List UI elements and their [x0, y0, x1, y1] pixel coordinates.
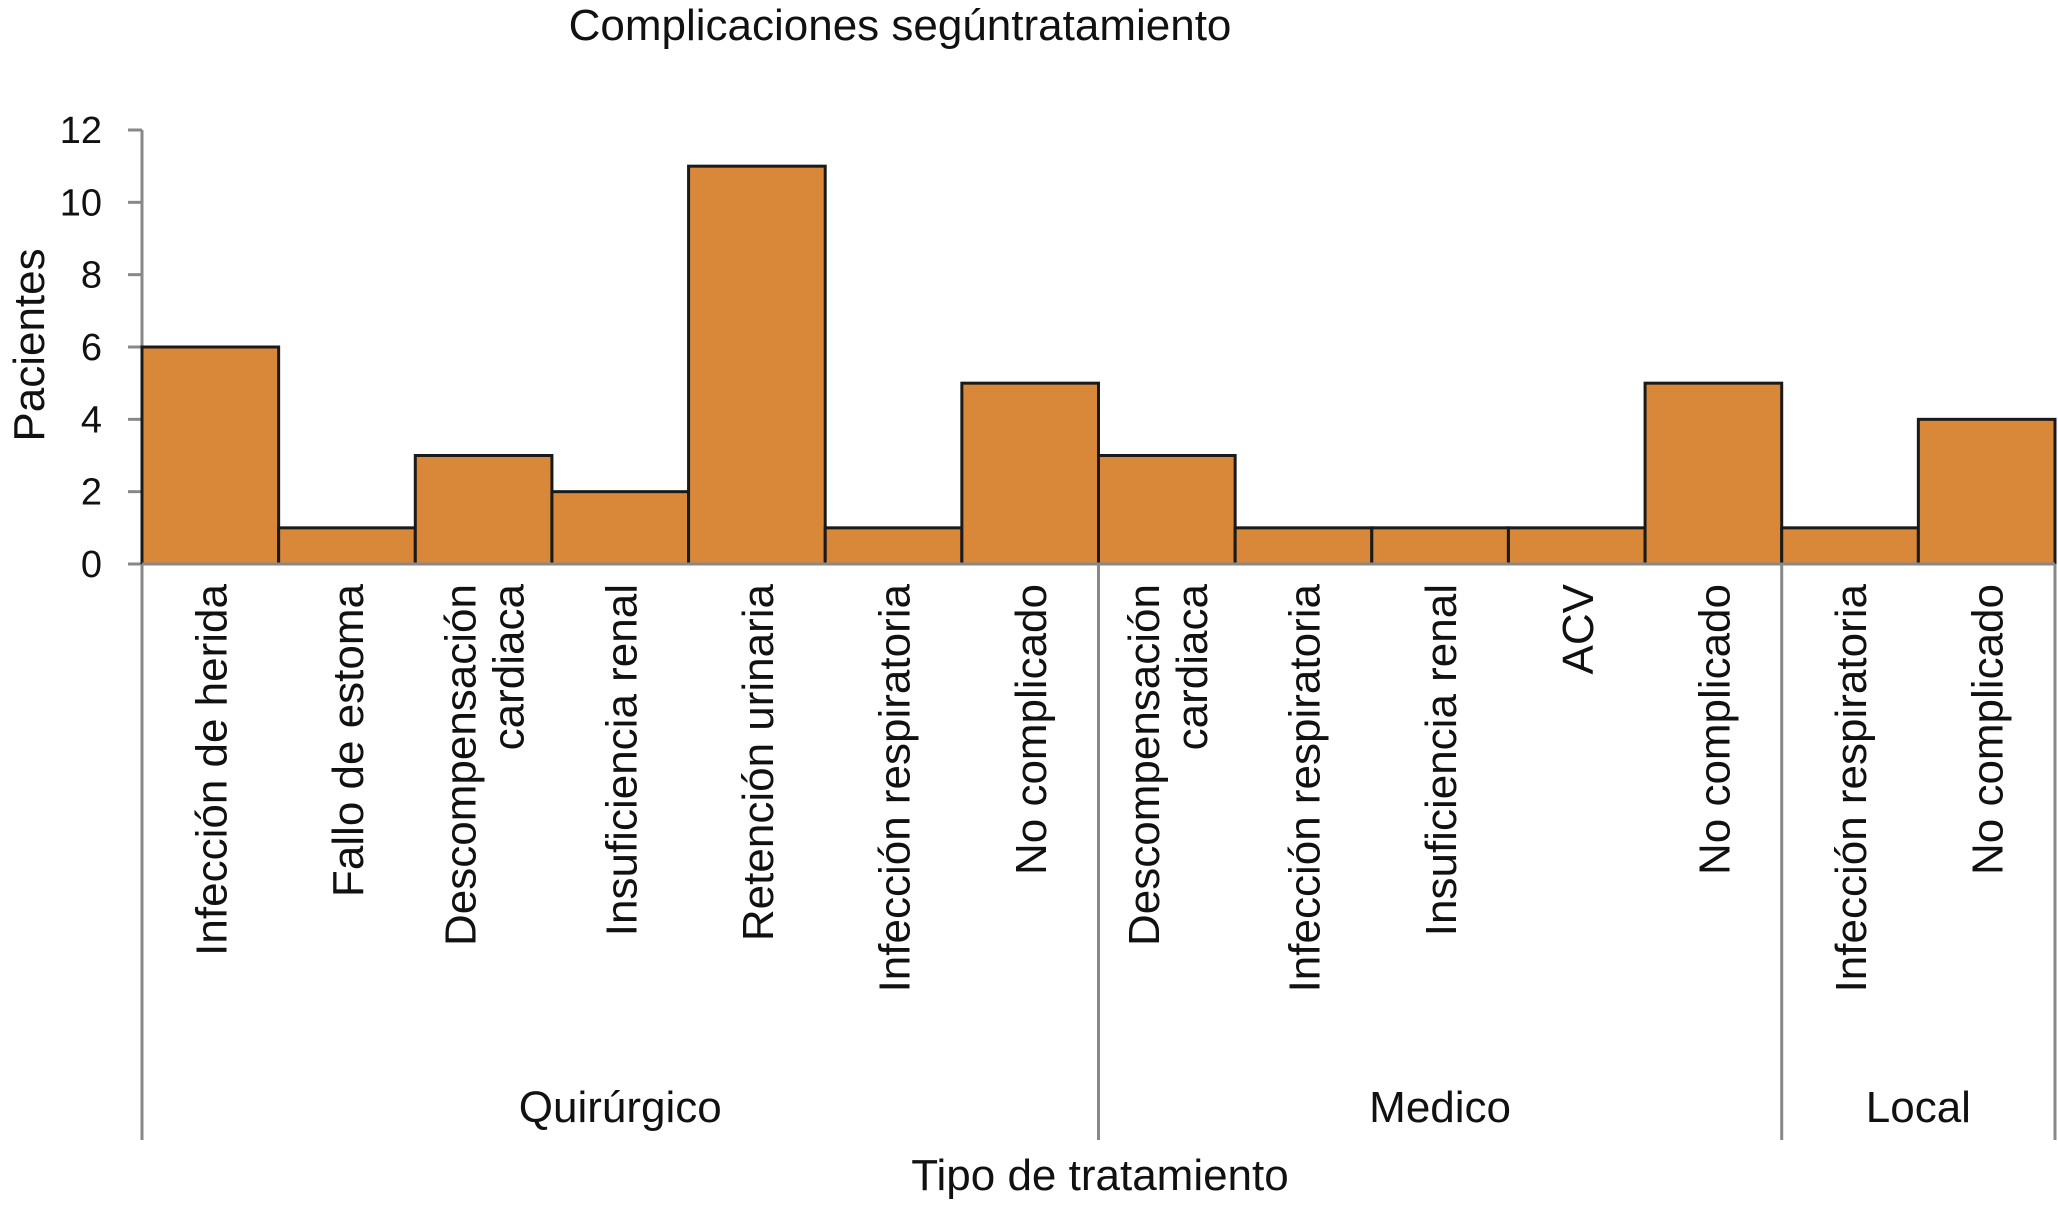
x-category-label: Insuficiencia renal	[597, 584, 646, 936]
group-label: Local	[1866, 1083, 1971, 1132]
bar	[1916, 417, 2057, 566]
y-axis: 0 2 4 6 8 10 12	[60, 110, 144, 586]
bar	[960, 381, 1100, 566]
bar	[1506, 526, 1647, 566]
y-tick-label: 0	[81, 544, 102, 586]
x-category-label: cardiaca	[485, 583, 534, 750]
x-category-label: Retención urinaria	[734, 583, 783, 941]
bar	[277, 526, 417, 566]
x-category-label: No complicado	[1964, 584, 2013, 875]
x-category-label: Descompensación	[437, 584, 486, 946]
bar	[550, 490, 691, 566]
y-tick-label: 12	[60, 110, 102, 152]
bar	[1097, 454, 1237, 566]
x-axis: Infección de herida Fallo de estoma Descom…	[140, 562, 2057, 1140]
bars-group	[140, 164, 2057, 566]
y-tick-label: 6	[81, 327, 102, 369]
x-category-label: No complicado	[1007, 584, 1056, 875]
group-label: Medico	[1369, 1083, 1511, 1132]
x-category-label: No complicado	[1690, 584, 1739, 875]
bar	[687, 164, 827, 566]
y-tick-label: 4	[81, 399, 102, 441]
x-category-label: Descompensación	[1120, 584, 1169, 946]
bar	[823, 526, 964, 566]
group-label: Quirúrgico	[519, 1083, 722, 1132]
x-category-label: Infección respiratoria	[1827, 583, 1876, 992]
bar	[413, 454, 554, 566]
bar	[1643, 381, 1784, 566]
y-tick-label: 8	[81, 255, 102, 297]
bar	[140, 345, 281, 566]
y-axis-title: Pacientes	[5, 248, 54, 441]
x-category-label: Fallo de estoma	[324, 583, 373, 897]
x-category-label: Infección respiratoria	[1280, 583, 1329, 992]
x-category-label: ACV	[1554, 583, 1603, 674]
bar	[1780, 526, 1920, 566]
y-tick-label: 2	[81, 472, 102, 514]
x-category-label: cardiaca	[1168, 583, 1217, 750]
x-category-label: Infección respiratoria	[871, 583, 920, 992]
chart-title: Complicaciones segúntratamiento	[569, 1, 1232, 50]
x-category-label: Infección de herida	[187, 583, 236, 955]
bar	[1370, 526, 1510, 566]
bar	[1233, 526, 1374, 566]
x-axis-title: Tipo de tratamiento	[911, 1151, 1288, 1200]
x-category-label: Insuficiencia renal	[1417, 584, 1466, 936]
y-tick-label: 10	[60, 182, 102, 224]
